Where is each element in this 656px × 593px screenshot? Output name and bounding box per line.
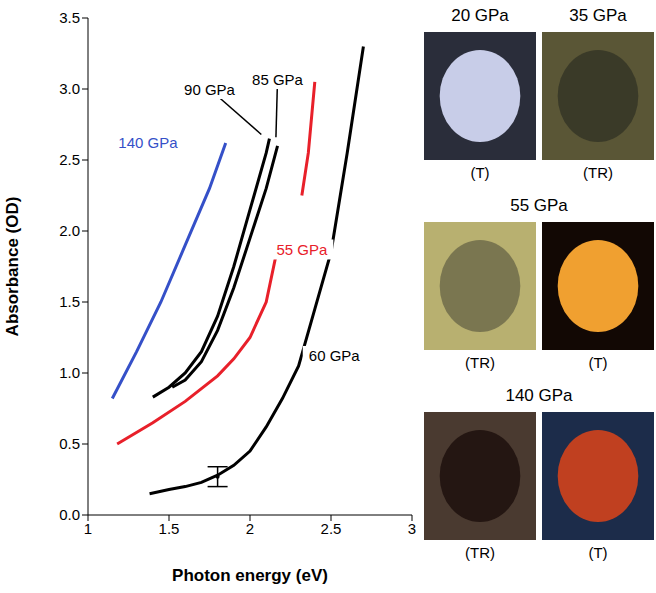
- svg-text:1.5: 1.5: [159, 520, 180, 537]
- svg-text:0.0: 0.0: [59, 506, 80, 523]
- svg-text:85 GPa: 85 GPa: [252, 71, 304, 88]
- svg-text:Absorbance (OD): Absorbance (OD): [3, 197, 22, 337]
- svg-text:3.5: 3.5: [59, 9, 80, 26]
- svg-text:Photon energy (eV): Photon energy (eV): [172, 566, 328, 585]
- html-text:(TR): (TR): [465, 544, 495, 561]
- svg-text:60 GPa: 60 GPa: [309, 347, 361, 364]
- svg-text:2.5: 2.5: [59, 151, 80, 168]
- svg-text:2: 2: [246, 520, 254, 537]
- svg-text:3: 3: [408, 520, 416, 537]
- svg-text:55 GPa: 55 GPa: [276, 241, 328, 258]
- html-text:(T): (T): [470, 164, 490, 181]
- html-text:20 GPa: 20 GPa: [451, 6, 509, 25]
- svg-text:2.0: 2.0: [59, 222, 80, 239]
- svg-text:2.5: 2.5: [321, 520, 342, 537]
- html-text:140 GPa: 140 GPa: [505, 386, 573, 405]
- svg-text:140 GPa: 140 GPa: [118, 134, 178, 151]
- html-text:(TR): (TR): [583, 164, 613, 181]
- svg-text:1: 1: [84, 520, 92, 537]
- svg-text:1.0: 1.0: [59, 364, 80, 381]
- svg-text:1.5: 1.5: [59, 293, 80, 310]
- svg-text:90 GPa: 90 GPa: [184, 81, 236, 98]
- html-text:(T): (T): [588, 354, 608, 371]
- svg-text:3.0: 3.0: [59, 80, 80, 97]
- html-text:55 GPa: 55 GPa: [510, 196, 568, 215]
- html-text:(TR): (TR): [465, 354, 495, 371]
- svg-text:0.5: 0.5: [59, 435, 80, 452]
- html-text:35 GPa: 35 GPa: [569, 6, 627, 25]
- html-text:(T): (T): [588, 544, 608, 561]
